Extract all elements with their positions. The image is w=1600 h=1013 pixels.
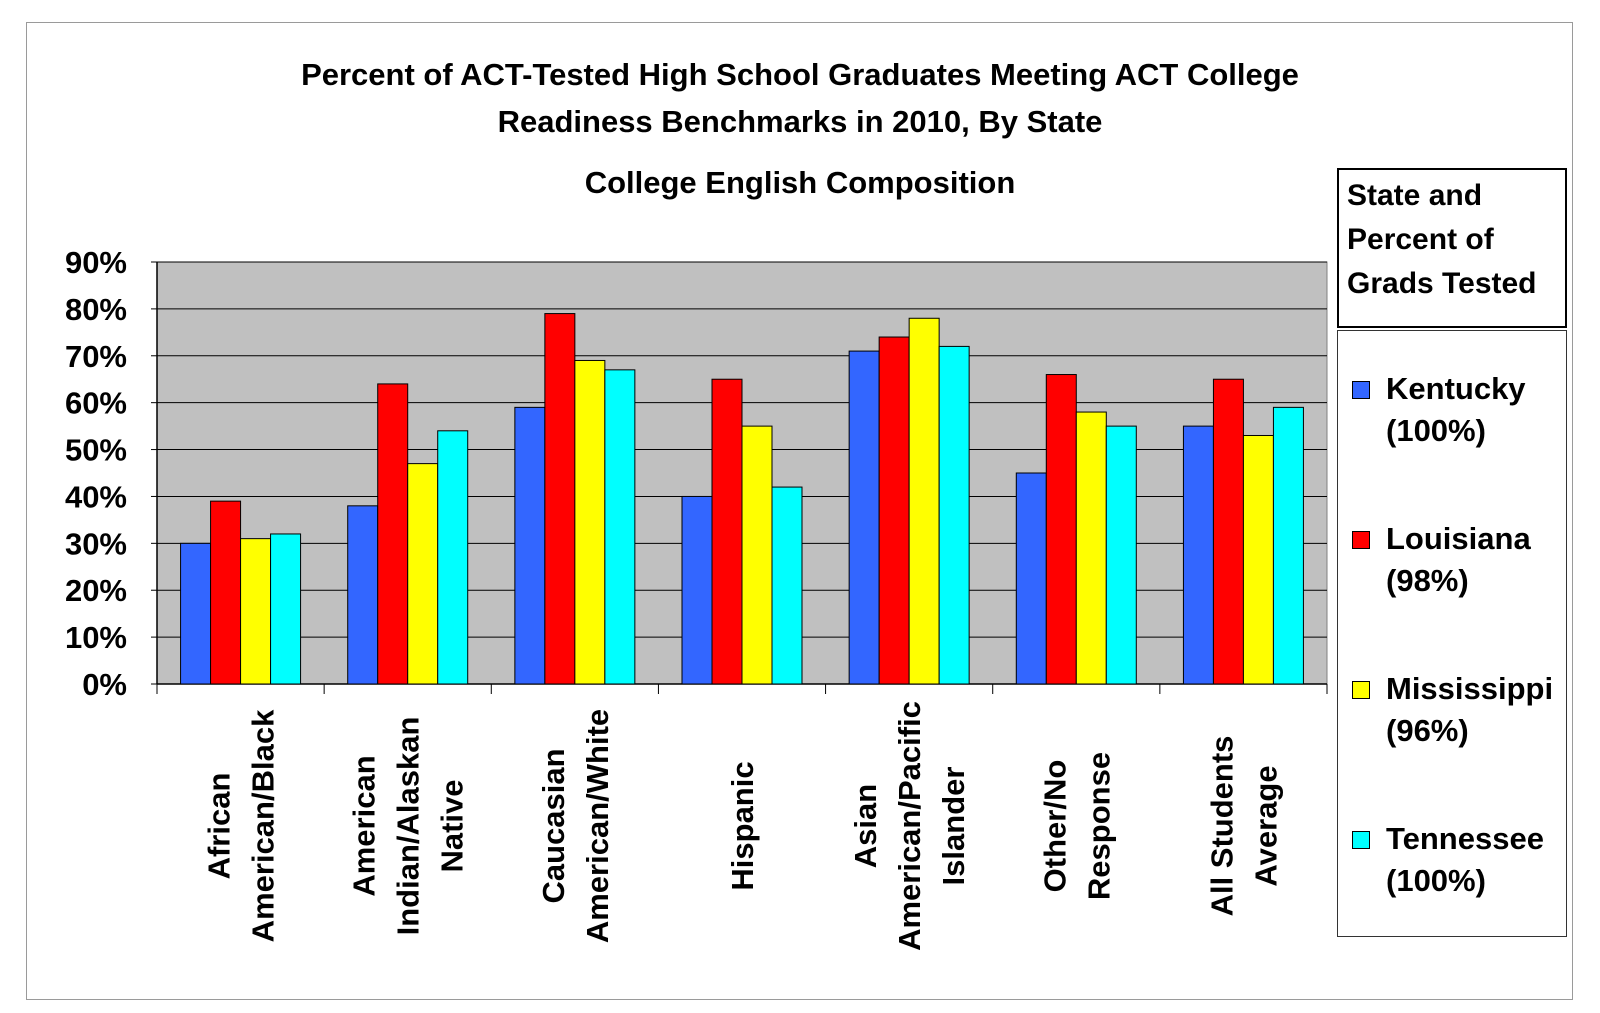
x-category-label: Average <box>1248 765 1283 886</box>
bar-tennessee <box>604 369 636 685</box>
bar-tennessee <box>270 533 302 685</box>
x-category-label: Native <box>435 779 470 872</box>
y-tick-label: 40% <box>65 479 127 514</box>
y-tick-label: 30% <box>65 526 127 561</box>
bar-kentucky <box>514 406 546 685</box>
x-category-label: Indian/Alaskan <box>391 717 426 936</box>
bar-tennessee <box>1105 425 1137 685</box>
legend-swatch <box>1352 381 1370 399</box>
bar-tennessee <box>437 430 469 685</box>
x-category-label: American <box>347 755 382 896</box>
x-category-label: All Students <box>1204 736 1239 917</box>
x-category-label: American/Black <box>246 709 281 942</box>
bar-mississippi <box>407 463 439 685</box>
y-tick-label: 10% <box>65 620 127 655</box>
legend-swatch <box>1352 831 1370 849</box>
x-category-label: American/White <box>580 709 615 943</box>
bar-kentucky <box>681 495 713 685</box>
bar-mississippi <box>741 425 773 685</box>
bar-louisiana <box>878 336 910 685</box>
x-category-label: Islander <box>936 767 971 886</box>
legend-title: State and Percent of Grads Tested <box>1347 179 1537 300</box>
legend-series-percent: (96%) <box>1386 713 1469 748</box>
bar-louisiana <box>711 378 743 685</box>
y-tick-label: 0% <box>82 667 127 702</box>
legend-series-name: Louisiana <box>1386 521 1531 556</box>
bar-louisiana <box>544 313 576 685</box>
chart-title-line-2: Readiness Benchmarks in 2010, By State <box>497 104 1103 139</box>
legend-series-name: Kentucky <box>1386 371 1526 406</box>
chart-subtitle: College English Composition <box>584 165 1016 200</box>
bar-mississippi <box>240 538 272 685</box>
legend-swatch <box>1352 681 1370 699</box>
bar-louisiana <box>1212 378 1244 685</box>
y-tick-label: 90% <box>65 245 127 280</box>
bar-mississippi <box>1075 411 1107 685</box>
x-category-label: Asian <box>848 784 883 868</box>
bar-tennessee <box>938 345 970 685</box>
legend-series-percent: (98%) <box>1386 563 1469 598</box>
bar-mississippi <box>1242 434 1274 685</box>
bar-kentucky <box>1015 472 1047 685</box>
legend-series-percent: (100%) <box>1386 863 1486 898</box>
y-tick-label: 80% <box>65 292 127 327</box>
legend-title-box: State and Percent of Grads Tested <box>1337 168 1567 328</box>
y-tick-label: 50% <box>65 433 127 468</box>
bar-mississippi <box>574 359 606 685</box>
legend: Kentucky (100%) Louisiana (98%) Mississippi (… <box>1337 330 1567 937</box>
y-tick-label: 70% <box>65 339 127 374</box>
x-category-label: American/Pacific <box>892 701 927 951</box>
bar-tennessee <box>1272 406 1304 685</box>
bar-kentucky <box>848 350 880 685</box>
y-tick-label: 60% <box>65 386 127 421</box>
legend-series-name: Mississippi <box>1386 671 1554 706</box>
x-category-label: Other/No <box>1037 760 1072 893</box>
x-category-label: Hispanic <box>725 761 760 890</box>
legend-series-percent: (100%) <box>1386 413 1486 448</box>
bar-kentucky <box>1182 425 1214 685</box>
bar-mississippi <box>908 317 940 685</box>
x-category-label: Caucasian <box>536 748 571 903</box>
x-category-label: Response <box>1081 752 1116 900</box>
legend-series-name: Tennessee <box>1386 821 1544 856</box>
bar-louisiana <box>1045 374 1077 685</box>
bar-louisiana <box>377 383 409 685</box>
bar-louisiana <box>210 500 242 685</box>
x-category-label: African <box>202 773 237 880</box>
bar-tennessee <box>771 486 803 685</box>
legend-swatch <box>1352 531 1370 549</box>
bar-kentucky <box>180 542 212 685</box>
y-tick-label: 20% <box>65 573 127 608</box>
chart-title-line-1: Percent of ACT-Tested High School Gradua… <box>301 57 1299 92</box>
bar-kentucky <box>347 505 379 685</box>
